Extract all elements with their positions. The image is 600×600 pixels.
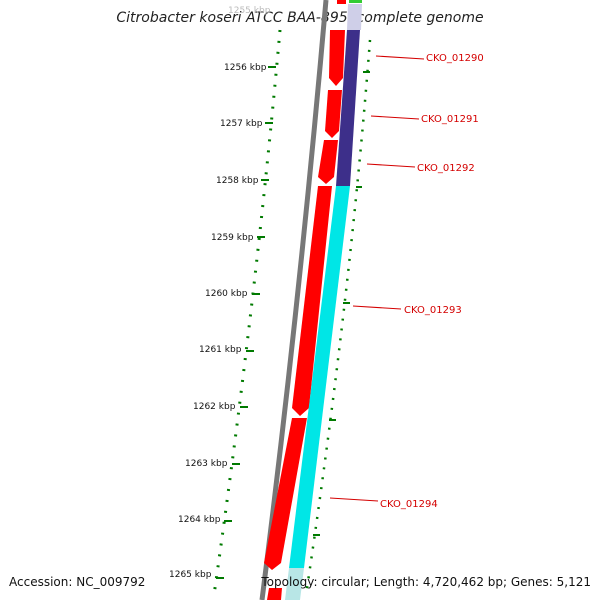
tick-label: 1258 kbp [216, 176, 259, 186]
feature-segment-green [349, 0, 362, 3]
genome-summary-text: Topology: circular; Length: 4,720,462 bp… [261, 575, 591, 589]
gene-name: CKO_01290 [426, 53, 484, 64]
tick-1257: 1257 kbp [220, 119, 273, 129]
scale-dotted-line [212, 29, 282, 596]
feature-segment-bottom [285, 568, 304, 600]
tick-1262: 1262 kbp [193, 402, 248, 412]
tick-1256: 1256 kbp [224, 63, 276, 73]
tick-label: 1262 kbp [193, 402, 236, 412]
scale-ticks: 1255 kbp 1256 kbp 1257 kbp 1258 kbp 1259… [169, 6, 276, 580]
tick-1259: 1259 kbp [211, 233, 265, 243]
gene-name: CKO_01292 [417, 163, 475, 174]
outer-dotted-line [304, 39, 372, 596]
gene-label-cko-01290[interactable]: CKO_01290 [375, 53, 484, 64]
feature-segment-purple[interactable] [336, 30, 360, 186]
cds-segment[interactable] [329, 30, 345, 86]
feature-segment-cyan[interactable] [289, 186, 350, 568]
tick-label: 1256 kbp [224, 63, 267, 73]
tick-label: 1264 kbp [178, 515, 221, 525]
cds-segment[interactable] [325, 90, 342, 138]
cds-segment[interactable] [264, 418, 307, 570]
cds-track [264, 0, 346, 600]
outer-ticks [313, 71, 370, 536]
tick-label: 1257 kbp [220, 119, 263, 129]
tick-1261: 1261 kbp [199, 345, 254, 355]
tick-label: 1265 kbp [169, 570, 212, 580]
tick-1260: 1260 kbp [205, 289, 260, 299]
tick-label: 1260 kbp [205, 289, 248, 299]
feature-track [285, 0, 362, 600]
tick-label: 1261 kbp [199, 345, 242, 355]
gene-labels: CKO_01290 CKO_01291 CKO_01292 CKO_01293 … [329, 53, 484, 510]
cds-segment [267, 588, 282, 600]
tick-1258: 1258 kbp [216, 176, 269, 186]
cds-segment-top [337, 0, 346, 4]
map-title: Citrobacter koseri ATCC BAA-895, complet… [116, 10, 484, 26]
gene-name: CKO_01293 [404, 305, 462, 316]
gene-label-cko-01291[interactable]: CKO_01291 [370, 114, 479, 125]
tick-1265: 1265 kbp [169, 570, 224, 580]
tick-1263: 1263 kbp [185, 459, 240, 469]
gene-name: CKO_01294 [380, 499, 438, 510]
gene-label-cko-01293[interactable]: CKO_01293 [352, 305, 462, 316]
accession-text: Accession: NC_009792 [9, 575, 146, 589]
tick-1264: 1264 kbp [178, 515, 232, 525]
tick-label: 1263 kbp [185, 459, 228, 469]
gene-label-cko-01292[interactable]: CKO_01292 [366, 163, 475, 174]
scale-first-label: 1255 kbp [228, 6, 271, 16]
cds-segment[interactable] [292, 186, 332, 416]
gene-label-cko-01294[interactable]: CKO_01294 [329, 497, 438, 510]
backbone-track [259, 0, 329, 600]
gene-name: CKO_01291 [421, 114, 479, 125]
cds-segment[interactable] [318, 140, 338, 184]
feature-segment-top [347, 4, 362, 30]
tick-label: 1259 kbp [211, 233, 254, 243]
